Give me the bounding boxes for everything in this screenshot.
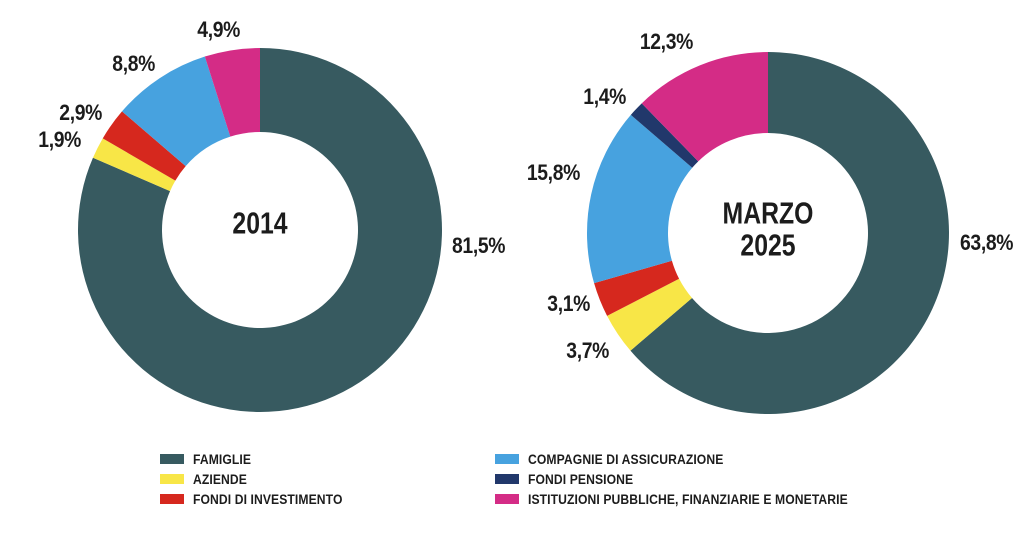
legend-item: FAMIGLIE xyxy=(160,449,359,469)
slice-percentage-label: 4,9% xyxy=(197,18,240,42)
chart-legend: FAMIGLIE AZIENDE FONDI DI INVESTIMENTO COMP… xyxy=(0,449,1024,521)
donut-center-label: MARZO xyxy=(723,196,814,230)
donut-slice xyxy=(594,260,680,316)
legend-swatch xyxy=(160,454,184,464)
slice-percentage-label: 1,4% xyxy=(583,85,626,109)
slice-percentage-label: 81,5% xyxy=(452,234,505,258)
legend-item: FONDI DI INVESTIMENTO xyxy=(160,489,359,509)
donut-slice xyxy=(630,103,699,168)
donut-center-label: 2025 xyxy=(740,228,795,262)
legend-item: FONDI PENSIONE xyxy=(495,469,883,489)
donut-slice xyxy=(78,48,443,412)
legend-label: FONDI PENSIONE xyxy=(528,471,634,487)
slice-percentage-label: 3,7% xyxy=(566,339,609,363)
legend-swatch xyxy=(495,474,519,484)
donut-slice xyxy=(641,52,768,162)
donut-slice xyxy=(92,138,176,192)
slice-percentage-label: 63,8% xyxy=(960,231,1013,255)
donut-slice xyxy=(607,278,693,351)
slice-percentage-label: 8,8% xyxy=(112,52,155,76)
slice-percentage-label: 3,1% xyxy=(547,292,590,316)
slice-percentage-label: 1,9% xyxy=(38,128,81,152)
legend-label: AZIENDE xyxy=(193,471,247,487)
donut-center-label: 2014 xyxy=(232,206,287,240)
legend-label: COMPAGNIE DI ASSICURAZIONE xyxy=(528,451,724,467)
legend-label: ISTITUZIONI PUBBLICHE, FINANZIARIE E MON… xyxy=(528,491,848,507)
donut-slice xyxy=(121,56,231,167)
legend-label: FAMIGLIE xyxy=(193,451,252,467)
legend-column: COMPAGNIE DI ASSICURAZIONE FONDI PENSIONE… xyxy=(495,449,883,509)
legend-item: AZIENDE xyxy=(160,469,359,489)
legend-item: ISTITUZIONI PUBBLICHE, FINANZIARIE E MON… xyxy=(495,489,883,509)
legend-column: FAMIGLIE AZIENDE FONDI DI INVESTIMENTO xyxy=(160,449,359,509)
legend-swatch xyxy=(160,494,184,504)
donut-slice xyxy=(586,114,693,284)
slice-percentage-label: 15,8% xyxy=(527,161,580,185)
legend-item: COMPAGNIE DI ASSICURAZIONE xyxy=(495,449,883,469)
donut-slice xyxy=(630,52,950,414)
legend-label: FONDI DI INVESTIMENTO xyxy=(193,491,343,507)
donut-slice xyxy=(102,111,186,181)
slice-percentage-label: 2,9% xyxy=(59,101,102,125)
legend-swatch xyxy=(495,494,519,504)
legend-swatch xyxy=(160,474,184,484)
donut-slice xyxy=(204,48,260,137)
legend-swatch xyxy=(495,454,519,464)
slice-percentage-label: 12,3% xyxy=(640,30,693,54)
